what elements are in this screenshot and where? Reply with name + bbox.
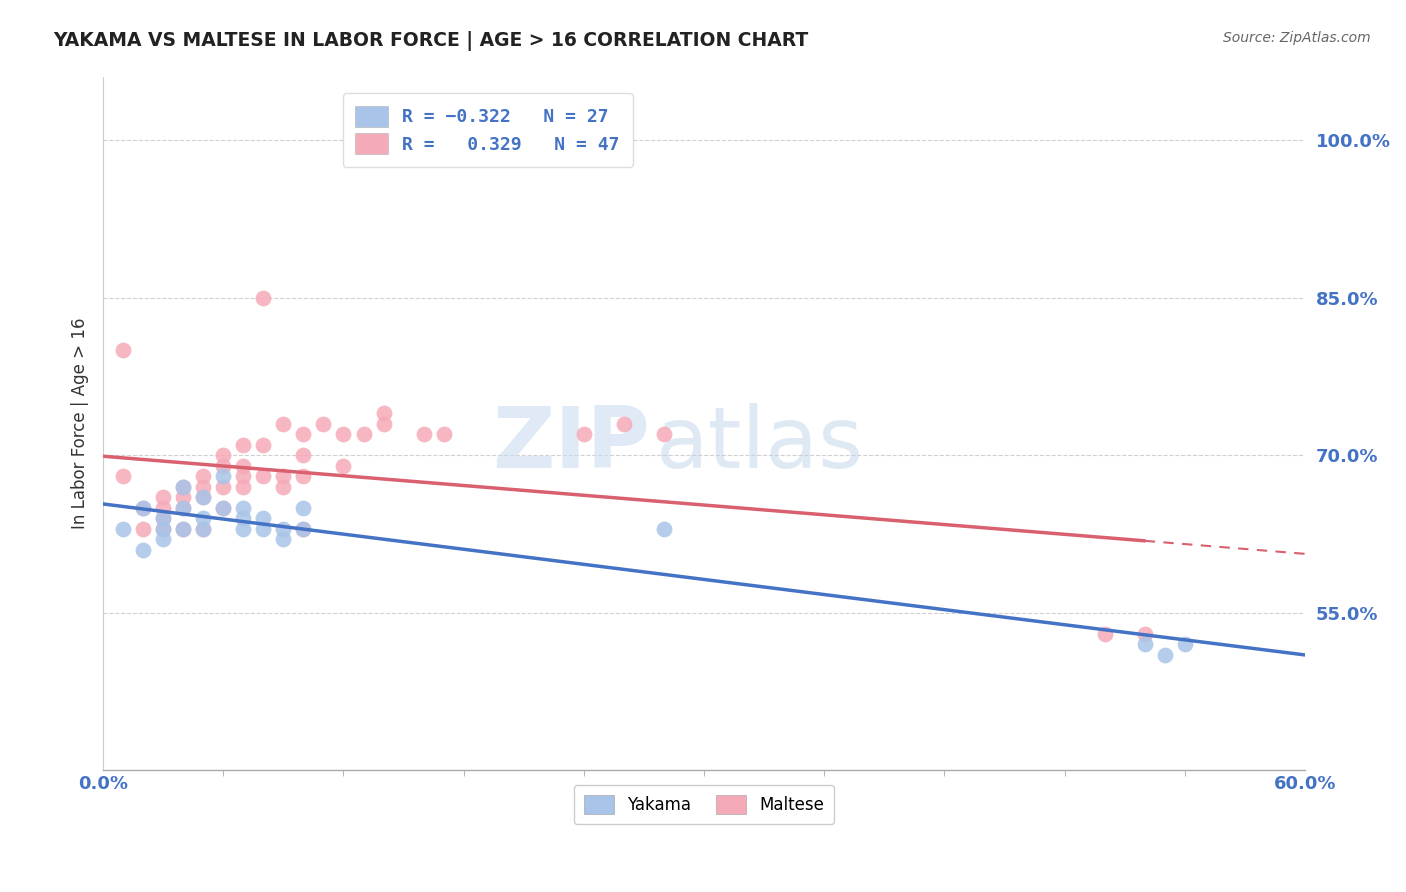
Point: [273, 522, 295, 536]
Point: [172, 490, 194, 504]
Point: [193, 490, 215, 504]
Point: [132, 522, 155, 536]
Point: [132, 500, 155, 515]
Point: [252, 438, 274, 452]
Point: [232, 469, 254, 483]
Point: [232, 511, 254, 525]
Point: [252, 522, 274, 536]
Legend: Yakama, Maltese: Yakama, Maltese: [574, 785, 834, 824]
Point: [1174, 637, 1197, 651]
Point: [273, 469, 295, 483]
Point: [152, 490, 174, 504]
Point: [152, 532, 174, 546]
Point: [1094, 626, 1116, 640]
Text: atlas: atlas: [657, 403, 863, 486]
Point: [292, 448, 315, 462]
Text: YAKAMA VS MALTESE IN LABOR FORCE | AGE > 16 CORRELATION CHART: YAKAMA VS MALTESE IN LABOR FORCE | AGE >…: [53, 31, 808, 51]
Point: [112, 522, 135, 536]
Point: [1153, 648, 1175, 662]
Text: Source: ZipAtlas.com: Source: ZipAtlas.com: [1223, 31, 1371, 45]
Point: [252, 511, 274, 525]
Point: [193, 522, 215, 536]
Point: [212, 500, 235, 515]
Point: [172, 480, 194, 494]
Point: [193, 469, 215, 483]
Point: [193, 480, 215, 494]
Point: [273, 417, 295, 431]
Point: [232, 458, 254, 473]
Point: [112, 343, 135, 358]
Point: [152, 522, 174, 536]
Point: [373, 417, 395, 431]
Point: [112, 469, 135, 483]
Point: [332, 427, 354, 442]
Point: [212, 458, 235, 473]
Point: [232, 438, 254, 452]
Point: [232, 522, 254, 536]
Point: [172, 480, 194, 494]
Point: [332, 458, 354, 473]
Point: [572, 427, 595, 442]
Point: [212, 448, 235, 462]
Point: [232, 480, 254, 494]
Point: [132, 500, 155, 515]
Point: [212, 480, 235, 494]
Point: [292, 469, 315, 483]
Point: [292, 500, 315, 515]
Point: [152, 511, 174, 525]
Point: [152, 511, 174, 525]
Point: [132, 542, 155, 557]
Point: [152, 522, 174, 536]
Point: [412, 427, 434, 442]
Point: [193, 511, 215, 525]
Point: [172, 522, 194, 536]
Point: [613, 417, 636, 431]
Point: [152, 500, 174, 515]
Point: [652, 427, 675, 442]
Point: [193, 522, 215, 536]
Point: [652, 522, 675, 536]
Point: [353, 427, 375, 442]
Point: [212, 469, 235, 483]
Point: [433, 427, 456, 442]
Point: [172, 500, 194, 515]
Point: [373, 406, 395, 420]
Point: [292, 522, 315, 536]
Y-axis label: In Labor Force | Age > 16: In Labor Force | Age > 16: [72, 318, 89, 530]
Point: [273, 480, 295, 494]
Point: [212, 500, 235, 515]
Point: [172, 522, 194, 536]
Point: [273, 532, 295, 546]
Text: ZIP: ZIP: [492, 403, 650, 486]
Point: [252, 469, 274, 483]
Point: [232, 500, 254, 515]
Point: [292, 427, 315, 442]
Point: [172, 500, 194, 515]
Point: [252, 291, 274, 305]
Point: [1133, 626, 1156, 640]
Point: [312, 417, 335, 431]
Point: [292, 522, 315, 536]
Point: [193, 490, 215, 504]
Point: [1133, 637, 1156, 651]
